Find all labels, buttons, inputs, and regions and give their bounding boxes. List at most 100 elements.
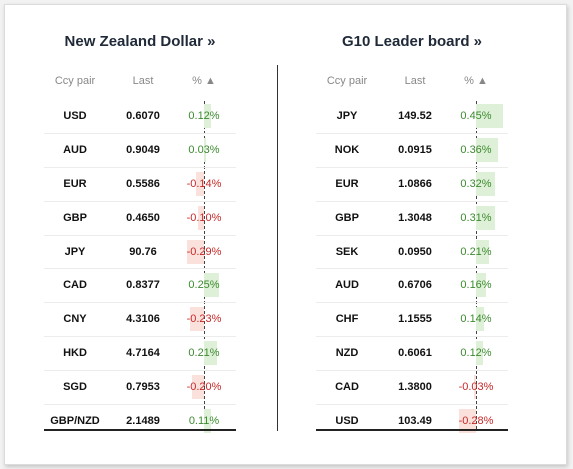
- table-row[interactable]: CAD 0.8377 0.25%: [44, 268, 236, 302]
- header-ccy-pair[interactable]: Ccy pair: [54, 75, 96, 87]
- panel-divider: [277, 65, 278, 431]
- percent-change-value: 0.16%: [460, 279, 492, 292]
- percent-change-cell: 0.21%: [176, 337, 232, 370]
- table-row[interactable]: CHF 1.1555 0.14%: [316, 302, 508, 336]
- last-price-cell: 1.1555: [398, 313, 432, 326]
- table-row[interactable]: SGD 0.7953 -0.20%: [44, 370, 236, 404]
- percent-change-value: 0.03%: [188, 143, 220, 156]
- percent-change-cell: 0.12%: [448, 337, 504, 370]
- ccy-pair-cell: GBP: [335, 211, 359, 224]
- percent-change-value: 0.21%: [188, 347, 220, 360]
- currency-table: USD 0.6070 0.12% AUD 0.9049 0.03% EUR 0.5586 -0.…: [44, 100, 236, 438]
- percent-change-value: 0.12%: [460, 347, 492, 360]
- last-price-cell: 2.1489: [126, 415, 160, 428]
- percent-change-value: 0.12%: [188, 110, 220, 122]
- header-percent-sort[interactable]: % ▲: [464, 75, 488, 87]
- change-bar: [476, 307, 485, 332]
- last-price-cell: 1.0866: [398, 177, 432, 190]
- table-row[interactable]: USD 0.6070 0.12%: [44, 100, 236, 133]
- ccy-pair-cell: AUD: [335, 279, 359, 292]
- table-header: Ccy pair Last % ▲: [44, 73, 236, 93]
- header-percent-sort[interactable]: % ▲: [192, 75, 216, 87]
- ccy-pair-cell: GBP/NZD: [50, 415, 100, 428]
- table-bottom-rule: [316, 429, 508, 431]
- ccy-pair-cell: GBP: [63, 211, 87, 224]
- change-bar: [195, 171, 204, 196]
- table-row[interactable]: CNY 4.3106 -0.23%: [44, 302, 236, 336]
- header-last[interactable]: Last: [132, 75, 154, 87]
- last-price-cell: 0.0950: [398, 245, 432, 258]
- change-bar: [476, 137, 498, 162]
- panel-title-link[interactable]: New Zealand Dollar »: [64, 33, 216, 50]
- change-bar: [204, 273, 219, 298]
- ccy-pair-cell: CHF: [335, 313, 359, 326]
- last-price-cell: 0.6706: [398, 279, 432, 292]
- ccy-pair-cell: USD: [63, 110, 87, 122]
- last-price-cell: 0.4650: [126, 211, 160, 224]
- panel-title-link[interactable]: G10 Leader board »: [341, 33, 483, 50]
- table-row[interactable]: GBP 1.3048 0.31%: [316, 200, 508, 235]
- ccy-pair-cell: CAD: [335, 381, 359, 394]
- change-bar: [192, 375, 204, 400]
- percent-change-value: 0.25%: [188, 279, 220, 292]
- table-row[interactable]: USD 103.49 -0.28%: [316, 404, 508, 438]
- last-price-cell: 90.76: [129, 245, 157, 258]
- percent-change-cell: -0.20%: [176, 371, 232, 404]
- widget-card: New Zealand Dollar » Ccy pair Last % ▲ U…: [4, 4, 567, 465]
- table-row[interactable]: GBP 0.4650 -0.10%: [44, 200, 236, 235]
- table-row[interactable]: JPY 90.76 -0.29%: [44, 234, 236, 269]
- percent-change-cell: -0.28%: [448, 405, 504, 438]
- table-row[interactable]: NZD 0.6061 0.12%: [316, 336, 508, 370]
- change-bar: [474, 375, 476, 400]
- change-bar: [459, 409, 476, 434]
- ccy-pair-cell: CNY: [63, 313, 87, 326]
- change-bar: [476, 171, 496, 196]
- percent-change-value: -0.10%: [186, 211, 222, 224]
- table-row[interactable]: JPY 149.52 0.45%: [316, 100, 508, 133]
- percent-change-value: -0.29%: [186, 245, 222, 258]
- percent-change-value: -0.20%: [186, 381, 222, 394]
- percent-change-cell: -0.03%: [448, 371, 504, 404]
- header-last[interactable]: Last: [404, 75, 426, 87]
- percent-change-cell: 0.21%: [448, 236, 504, 269]
- ccy-pair-cell: JPY: [64, 245, 86, 258]
- last-price-cell: 1.3048: [398, 211, 432, 224]
- table-row[interactable]: CAD 1.3800 -0.03%: [316, 370, 508, 404]
- change-bar: [190, 307, 204, 332]
- percent-change-cell: 0.25%: [176, 269, 232, 302]
- ccy-pair-cell: NZD: [335, 347, 359, 360]
- percent-change-cell: -0.23%: [176, 303, 232, 336]
- currency-table: JPY 149.52 0.45% NOK 0.0915 0.36% EUR 1.0866 0.3…: [316, 100, 508, 438]
- table-row[interactable]: EUR 1.0866 0.32%: [316, 166, 508, 201]
- change-bar: [186, 239, 204, 264]
- table-row[interactable]: SEK 0.0950 0.21%: [316, 234, 508, 269]
- percent-change-cell: -0.29%: [176, 236, 232, 269]
- last-price-cell: 0.0915: [398, 143, 432, 156]
- percent-change-value: -0.03%: [458, 381, 494, 394]
- table-row[interactable]: AUD 0.9049 0.03%: [44, 132, 236, 167]
- percent-change-cell: 0.36%: [448, 134, 504, 167]
- last-price-cell: 1.3800: [398, 381, 432, 394]
- percent-change-value: 0.11%: [188, 415, 220, 428]
- last-price-cell: 0.9049: [126, 143, 160, 156]
- change-bar: [204, 341, 217, 366]
- table-row[interactable]: GBP/NZD 2.1489 0.11%: [44, 404, 236, 438]
- percent-change-cell: 0.16%: [448, 269, 504, 302]
- zero-axis-line: [476, 101, 477, 429]
- table-row[interactable]: NOK 0.0915 0.36%: [316, 132, 508, 167]
- percent-change-cell: 0.31%: [448, 202, 504, 235]
- ccy-pair-cell: SEK: [335, 245, 359, 258]
- change-bar: [198, 205, 204, 230]
- change-bar: [476, 104, 503, 128]
- last-price-cell: 0.7953: [126, 381, 160, 394]
- change-bar: [476, 273, 486, 298]
- table-row[interactable]: AUD 0.6706 0.16%: [316, 268, 508, 302]
- ccy-pair-cell: JPY: [336, 110, 358, 122]
- header-ccy-pair[interactable]: Ccy pair: [326, 75, 368, 87]
- table-row[interactable]: HKD 4.7164 0.21%: [44, 336, 236, 370]
- ccy-pair-cell: EUR: [335, 177, 359, 190]
- last-price-cell: 0.8377: [126, 279, 160, 292]
- table-row[interactable]: EUR 0.5586 -0.14%: [44, 166, 236, 201]
- last-price-cell: 0.6061: [398, 347, 432, 360]
- last-price-cell: 0.6070: [126, 110, 160, 122]
